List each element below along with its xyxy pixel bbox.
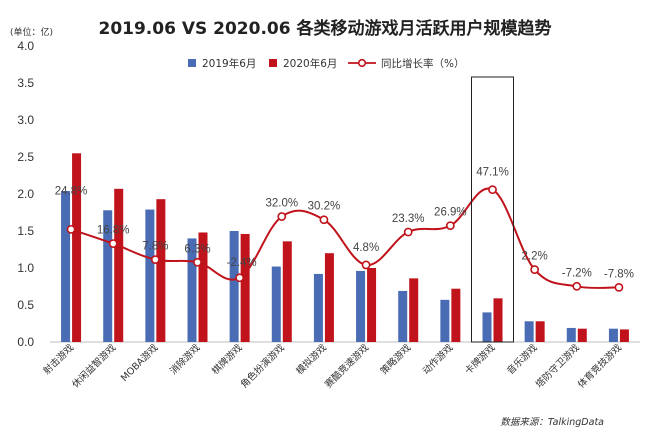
- bar-2020: [282, 241, 292, 342]
- x-tick-label: 动作游戏: [420, 341, 456, 377]
- growth-data-label: 7.8%: [142, 241, 168, 253]
- y-tick-label: 2.5: [17, 150, 34, 164]
- growth-data-label: -7.8%: [604, 268, 634, 280]
- growth-line-layer: 24.8% 16.8% 7.8% 6.3% -2.4% 32.0% 30.2% 4.8% 23.…: [55, 76, 634, 343]
- growth-data-label: -7.2%: [562, 267, 592, 279]
- y-tick-label: 0.5: [17, 298, 34, 312]
- legend-label-2019: 2019年6月: [202, 57, 256, 70]
- y-tick-label: 1.5: [17, 224, 34, 238]
- growth-point: [319, 215, 329, 225]
- legend-label-growth: 同比增长率（%）: [381, 57, 464, 70]
- growth-point: [403, 227, 413, 237]
- growth-data-label: 32.0%: [265, 198, 298, 210]
- growth-data-label: 16.8%: [97, 225, 130, 237]
- x-tick-label: 体育竞技游戏: [575, 341, 624, 390]
- growth-point: [530, 265, 540, 274]
- x-tick-label: 角色扮演游戏: [238, 341, 287, 390]
- x-tick-label: 消除游戏: [167, 341, 203, 377]
- growth-point: [361, 260, 371, 270]
- source-note: 数据来源：TalkingData: [500, 417, 604, 428]
- growth-point: [572, 281, 582, 291]
- x-tick-label: 棋牌游戏: [209, 341, 245, 377]
- y-tick-label: 1.0: [17, 261, 34, 275]
- growth-point: [488, 185, 497, 195]
- y-tick-label: 4.0: [17, 39, 34, 53]
- bar-2019: [271, 266, 281, 342]
- growth-line: [70, 187, 619, 290]
- y-tick-label: 2.0: [17, 187, 34, 201]
- growth-point: [150, 255, 160, 265]
- bar-2019: [229, 231, 239, 342]
- bar-2020: [240, 233, 250, 342]
- bar-2020: [451, 288, 461, 342]
- legend-marker-growth: [357, 58, 367, 68]
- growth-data-label: 4.8%: [353, 242, 379, 254]
- growth-data-label: 23.3%: [392, 213, 425, 225]
- bar-2019: [482, 312, 492, 342]
- bar-2020: [493, 298, 503, 342]
- y-tick-label: 0.0: [17, 335, 34, 349]
- legend-swatch-2020: [269, 59, 277, 67]
- bar-2020: [409, 278, 419, 342]
- bar-2019: [356, 270, 366, 342]
- growth-data-label: 47.1%: [476, 167, 509, 179]
- bar-2020: [619, 329, 629, 342]
- x-tick-label: 卡牌游戏: [462, 341, 498, 377]
- bar-2020: [367, 268, 377, 342]
- bar-2019: [440, 299, 450, 342]
- growth-data-label: 24.8%: [55, 185, 88, 197]
- growth-point: [614, 282, 624, 292]
- x-tick-label: 塔防守卫游戏: [533, 341, 582, 390]
- x-tick-label: 赛酷竞速游戏: [322, 341, 371, 390]
- bar-2019: [61, 191, 71, 342]
- growth-data-label: -2.4%: [227, 257, 257, 269]
- growth-data-label: 6.3%: [184, 243, 210, 255]
- growth-point: [108, 239, 118, 248]
- growth-point: [193, 257, 202, 267]
- unit-label: (单位：亿): [10, 26, 53, 38]
- growth-point: [66, 224, 76, 234]
- bars: [61, 153, 629, 342]
- bar-2019: [608, 328, 618, 342]
- chart-title: 2019.06 VS 2020.06 各类移动游戏月活跃用户规模趋势: [98, 18, 551, 39]
- bar-2019: [103, 210, 113, 342]
- growth-data-label: 26.9%: [434, 207, 467, 219]
- bar-2019: [566, 327, 576, 342]
- x-tick-label: 策略游戏: [378, 341, 414, 377]
- bar-2020: [198, 232, 208, 342]
- growth-point: [277, 212, 287, 221]
- legend-label-2020: 2020年6月: [283, 57, 337, 70]
- x-tick-label: 射击游戏: [41, 341, 77, 377]
- y-tick-label: 3.5: [17, 76, 34, 90]
- y-axis: 0.0 0.5 1.0 1.5 2.0 2.5 3.0 3.5 4.0: [17, 39, 34, 349]
- bar-2019: [398, 290, 408, 342]
- bar-2020: [156, 199, 166, 342]
- bar-2019: [313, 273, 323, 342]
- growth-point: [235, 273, 245, 283]
- x-tick-label: 休闲益智游戏: [70, 341, 119, 390]
- growth-point: [445, 221, 455, 231]
- bar-2020: [114, 188, 124, 342]
- y-tick-label: 3.0: [17, 113, 34, 127]
- x-tick-label: MOBA游戏: [118, 341, 161, 384]
- growth-data-label: 30.2%: [308, 201, 341, 213]
- bar-2020: [535, 321, 545, 342]
- bar-2019: [145, 209, 155, 342]
- bar-2020: [72, 153, 82, 342]
- bar-2019: [524, 321, 534, 342]
- highlight-box: [471, 76, 514, 343]
- bar-2020: [324, 253, 334, 342]
- x-tick-label: 模拟游戏: [294, 341, 330, 377]
- legend: 2019年6月 2020年6月 同比增长率（%）: [188, 57, 464, 70]
- growth-data-label: 2.2%: [522, 251, 548, 263]
- bar-2020: [577, 328, 587, 342]
- x-tick-label: 音乐游戏: [504, 341, 540, 377]
- legend-swatch-2019: [188, 59, 196, 67]
- bar-2019: [187, 238, 197, 342]
